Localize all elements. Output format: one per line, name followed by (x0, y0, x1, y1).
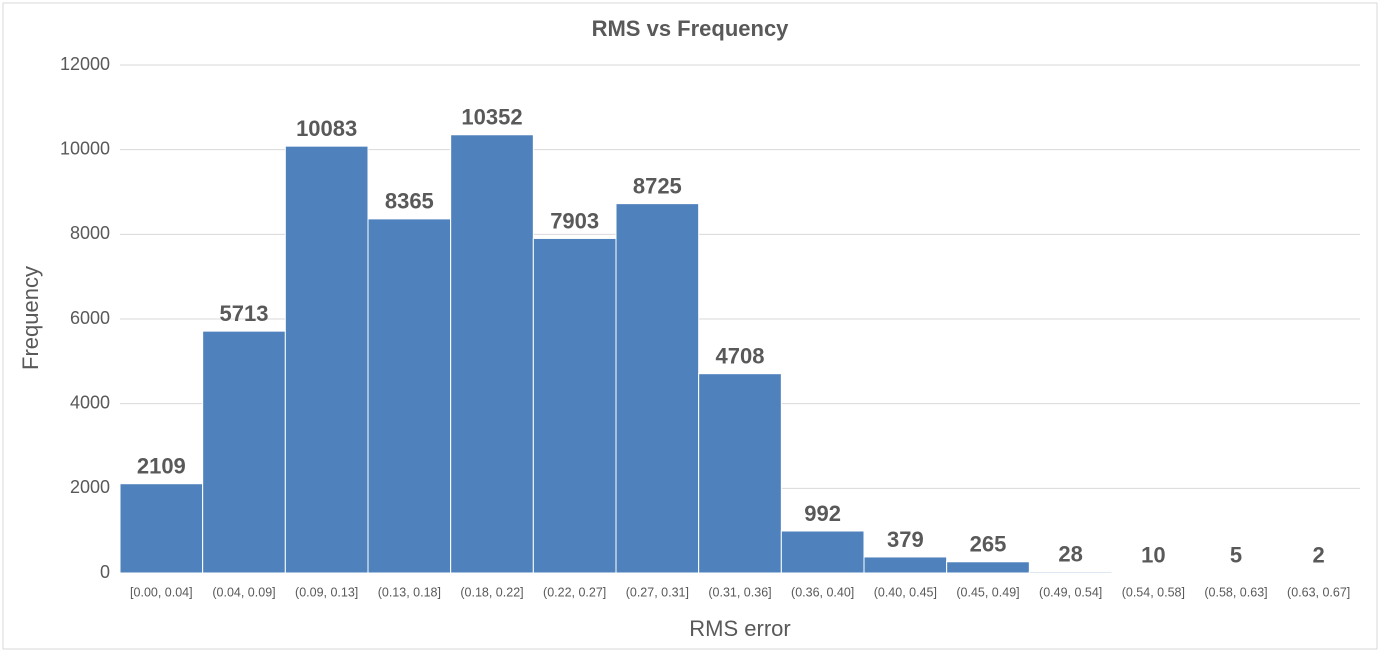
x-axis-label: RMS error (689, 616, 790, 641)
bar (615, 203, 700, 574)
x-tick-label: [0.00, 0.04] (130, 585, 193, 599)
data-label: 28 (1058, 542, 1082, 567)
x-tick-label: (0.54, 0.58] (1122, 585, 1185, 599)
x-tick-label: (0.27, 0.31] (626, 585, 689, 599)
data-label: 2109 (137, 454, 186, 479)
bar (698, 373, 782, 574)
bar (863, 556, 948, 574)
data-label: 4708 (716, 344, 765, 369)
data-label: 10083 (296, 116, 357, 141)
y-tick-label: 2000 (70, 477, 110, 497)
data-label: 10 (1141, 542, 1165, 567)
x-tick-label: (0.63, 0.67] (1287, 585, 1350, 599)
bar (367, 218, 452, 574)
chart-title: RMS vs Frequency (592, 16, 790, 41)
data-label: 2 (1313, 543, 1325, 568)
data-label: 8365 (385, 189, 434, 214)
data-label: 10352 (461, 105, 522, 130)
x-tick-label: (0.40, 0.45] (874, 585, 937, 599)
data-label: 5713 (220, 301, 269, 326)
x-tick-label: (0.13, 0.18] (378, 585, 441, 599)
bar (450, 134, 534, 574)
bar (1028, 571, 1113, 574)
data-label: 8725 (633, 173, 682, 198)
data-label: 379 (887, 527, 924, 552)
y-tick-label: 6000 (70, 308, 110, 328)
bar (780, 530, 865, 574)
bar (532, 237, 617, 574)
y-axis-label: Frequency (18, 266, 43, 370)
x-tick-label: (0.18, 0.22] (460, 585, 523, 599)
x-tick-label: (0.58, 0.63] (1204, 585, 1267, 599)
x-tick-label: (0.45, 0.49] (956, 585, 1019, 599)
x-tick-label: (0.49, 0.54] (1039, 585, 1102, 599)
y-tick-label: 8000 (70, 223, 110, 243)
data-label: 265 (970, 532, 1007, 557)
y-tick-label: 0 (100, 562, 110, 582)
y-tick-label: 12000 (60, 54, 110, 74)
x-tick-label: (0.09, 0.13] (295, 585, 358, 599)
bar (119, 483, 204, 574)
data-label: 7903 (550, 208, 599, 233)
bar (946, 561, 1030, 574)
bar (202, 330, 286, 574)
data-label: 992 (804, 501, 841, 526)
x-tick-label: (0.31, 0.36] (708, 585, 771, 599)
x-tick-label: (0.22, 0.27] (543, 585, 606, 599)
x-tick-label: (0.04, 0.09] (212, 585, 275, 599)
bar (284, 145, 369, 574)
data-label: 5 (1230, 543, 1242, 568)
y-tick-label: 10000 (60, 138, 110, 158)
x-tick-label: (0.36, 0.40] (791, 585, 854, 599)
y-tick-label: 4000 (70, 392, 110, 412)
